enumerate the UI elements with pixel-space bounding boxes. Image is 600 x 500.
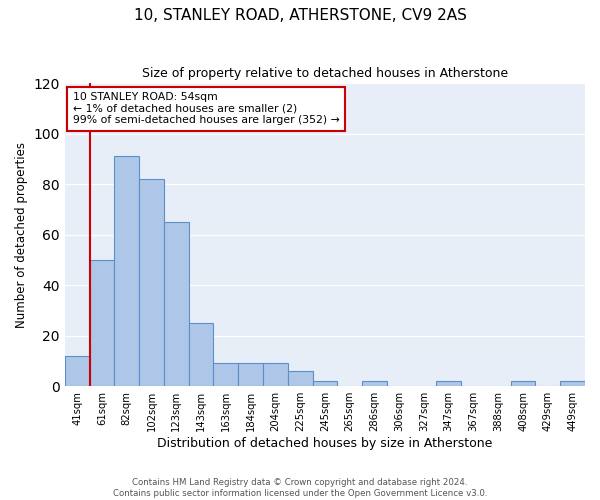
Y-axis label: Number of detached properties: Number of detached properties (15, 142, 28, 328)
Bar (139, 179, 164, 386)
Text: Contains HM Land Registry data © Crown copyright and database right 2024.
Contai: Contains HM Land Registry data © Crown c… (113, 478, 487, 498)
Bar (313, 381, 337, 386)
Bar (89, 260, 115, 386)
Bar (560, 381, 585, 386)
Bar (214, 364, 238, 386)
Bar (238, 364, 263, 386)
Bar (436, 381, 461, 386)
Bar (263, 364, 288, 386)
Bar (288, 371, 313, 386)
X-axis label: Distribution of detached houses by size in Atherstone: Distribution of detached houses by size … (157, 437, 493, 450)
Bar (362, 381, 387, 386)
Bar (511, 381, 535, 386)
Text: 10, STANLEY ROAD, ATHERSTONE, CV9 2AS: 10, STANLEY ROAD, ATHERSTONE, CV9 2AS (134, 8, 466, 22)
Bar (115, 156, 139, 386)
Bar (65, 356, 89, 386)
Bar (188, 323, 214, 386)
Text: 10 STANLEY ROAD: 54sqm
← 1% of detached houses are smaller (2)
99% of semi-detac: 10 STANLEY ROAD: 54sqm ← 1% of detached … (73, 92, 340, 126)
Title: Size of property relative to detached houses in Atherstone: Size of property relative to detached ho… (142, 68, 508, 80)
Bar (164, 222, 188, 386)
